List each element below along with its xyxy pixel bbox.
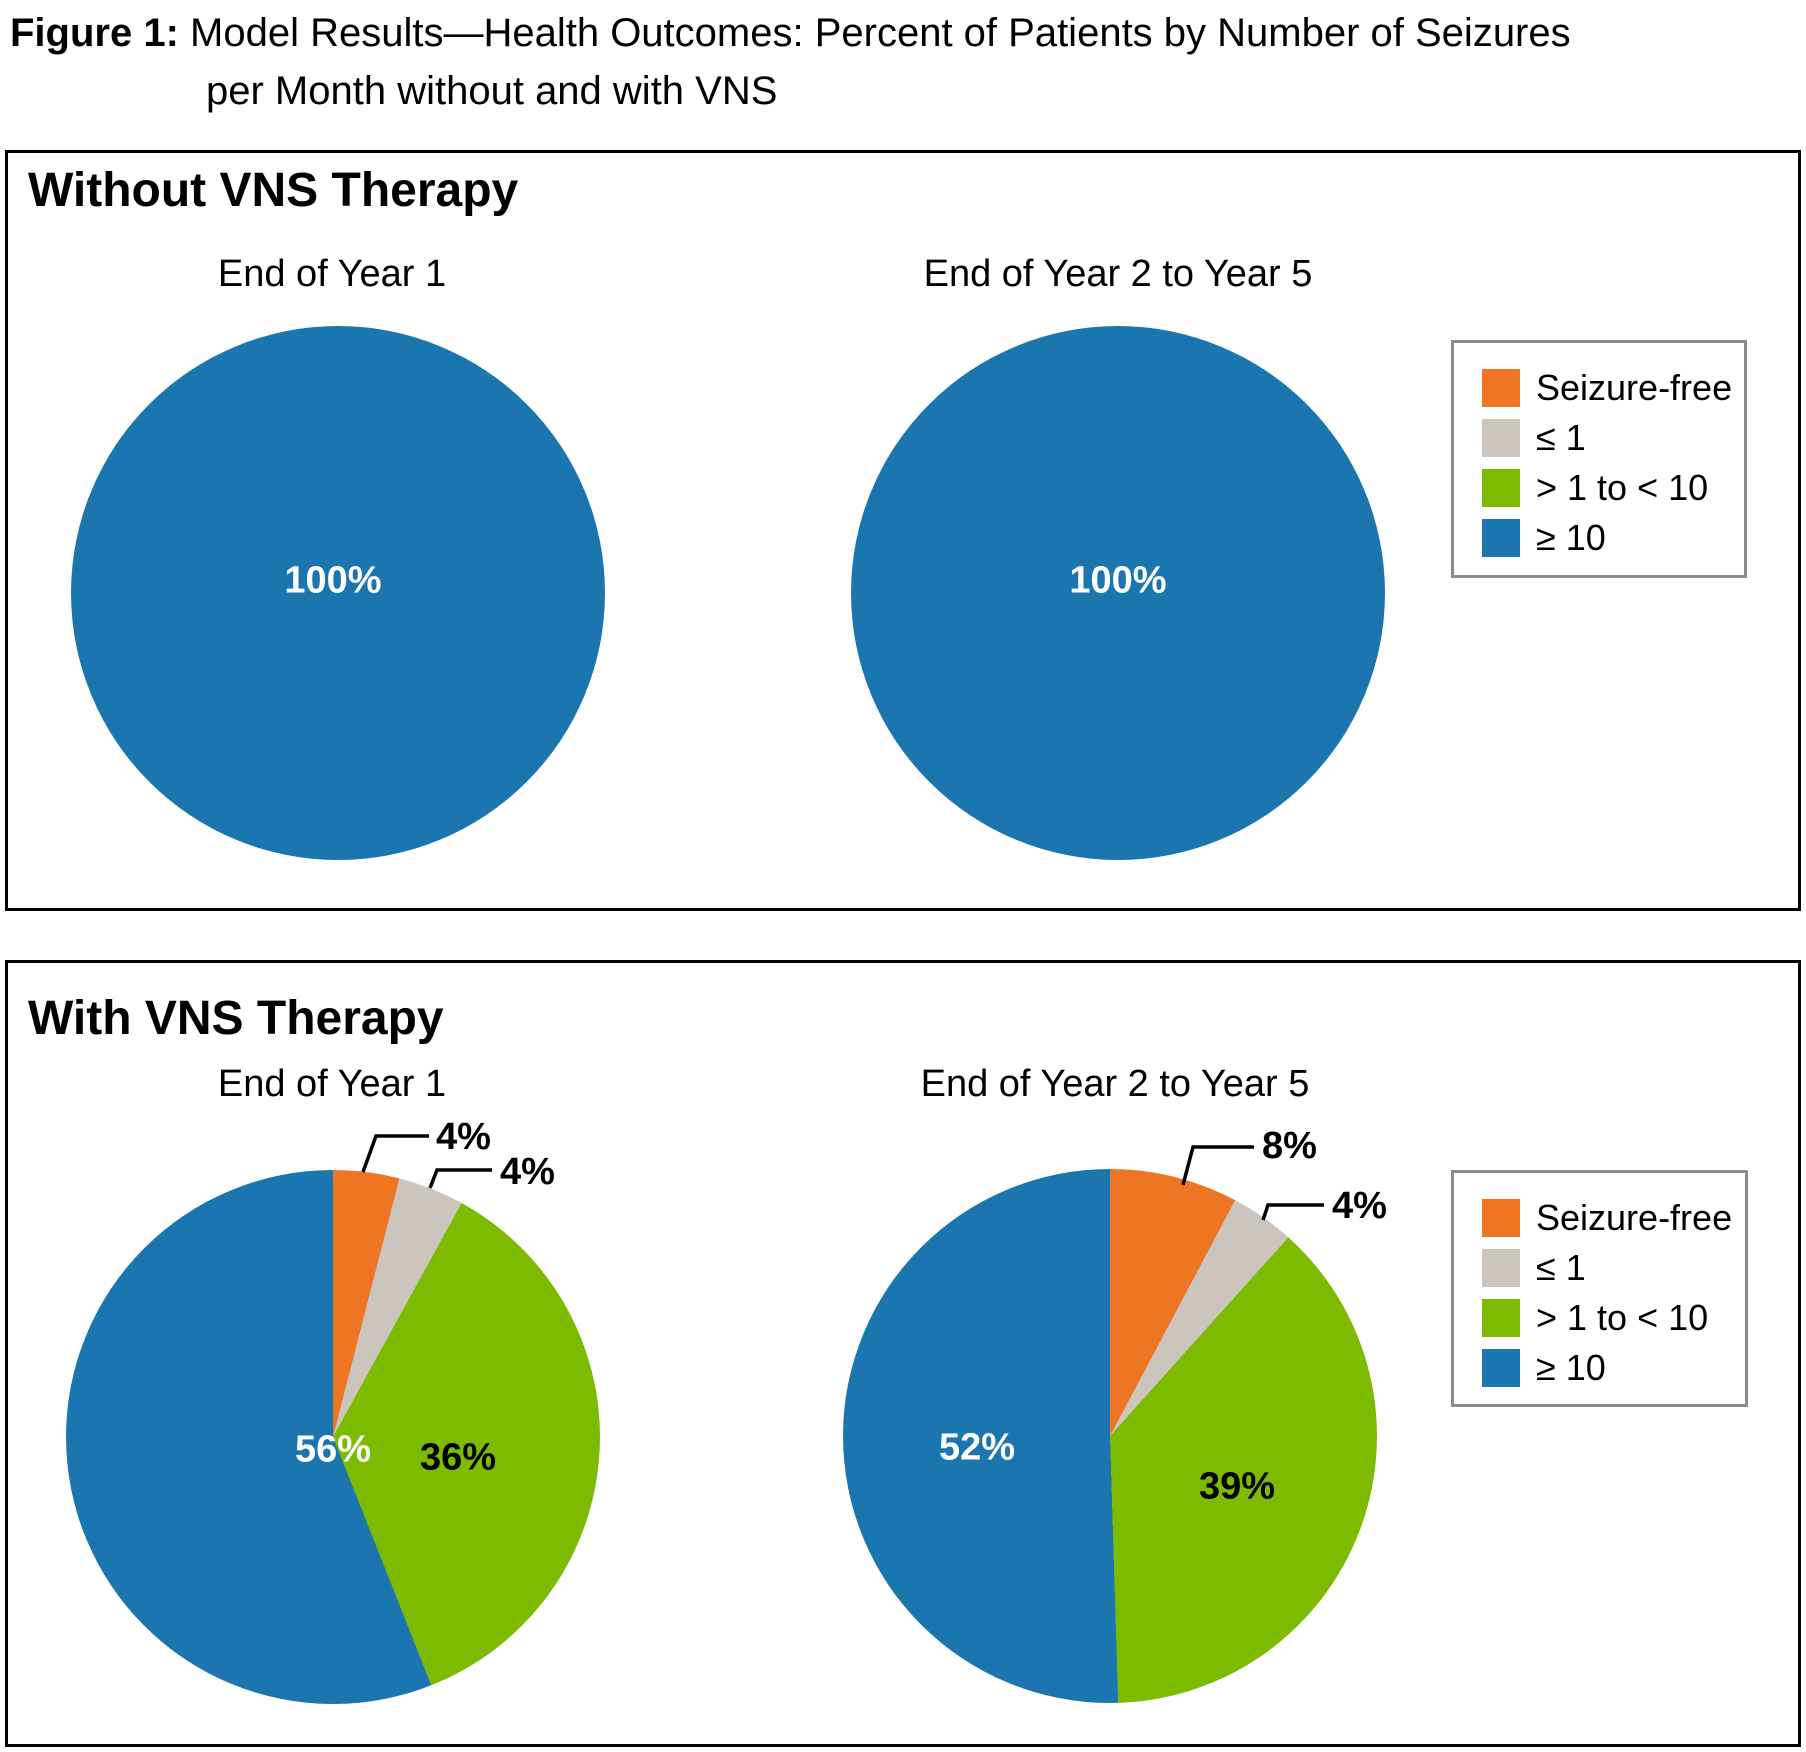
legend-label-seizure-free: Seizure-free [1536, 1197, 1733, 1238]
pie-title-year1: End of Year 1 [217, 1063, 447, 1105]
legend-item: > 1 to < 10 [1482, 463, 1744, 513]
legend-label-gt1-lt10: > 1 to < 10 [1536, 1297, 1709, 1338]
legend-swatch-ge10 [1482, 519, 1520, 557]
legend-swatch-ge10 [1482, 1349, 1520, 1387]
figure-title: Figure 1: Model Results—Health Outcomes:… [10, 4, 1571, 120]
figure-title-line2: per Month without and with VNS [206, 69, 778, 113]
legend-item: Seizure-free [1482, 363, 1744, 413]
pie-title-year2to5: End of Year 2 to Year 5 [923, 253, 1313, 295]
legend-swatch-seizure-free [1482, 1199, 1520, 1237]
pie-without-vns-year1 [71, 326, 605, 860]
legend-label-gt1-lt10: > 1 to < 10 [1536, 467, 1709, 508]
pie-slice-label-seizure-free: 4% [436, 1116, 491, 1158]
pie-slice-label-gt1-lt10: 36% [419, 1436, 497, 1479]
pie-title-year2to5: End of Year 2 to Year 5 [920, 1063, 1310, 1105]
legend-swatch-seizure-free [1482, 369, 1520, 407]
legend-item: ≤ 1 [1482, 413, 1744, 463]
figure-title-text: Model Results—Health Outcomes: Percent o… [178, 11, 1571, 55]
legend-label-le1: ≤ 1 [1536, 417, 1586, 458]
pie-with-vns-year2to5 [843, 1169, 1377, 1703]
figure-title-line1: Figure 1: Model Results—Health Outcomes:… [10, 4, 1571, 62]
pie-slice-label-ge10: 56% [294, 1428, 372, 1471]
pie-title-year1: End of Year 1 [217, 253, 447, 295]
legend-label-seizure-free: Seizure-free [1536, 367, 1733, 408]
legend-with-vns: Seizure-free ≤ 1 > 1 to < 10 ≥ 10 [1451, 1170, 1748, 1407]
pie-slice-label-seizure-free: 8% [1262, 1125, 1317, 1167]
legend-label-ge10: ≥ 10 [1536, 1347, 1606, 1388]
pie-slice-label-le1: 4% [500, 1151, 555, 1193]
pie-slice-label-ge10: 100% [284, 559, 382, 602]
panel-without-vns-title: Without VNS Therapy [28, 164, 519, 217]
pie-slice-label-le1: 4% [1332, 1185, 1387, 1227]
pie-slice-label-gt1-lt10: 39% [1198, 1465, 1276, 1508]
figure-number-label: Figure 1: [10, 11, 179, 55]
legend-label-ge10: ≥ 10 [1536, 517, 1606, 558]
legend-item: ≥ 10 [1482, 513, 1744, 563]
pie-slice-label-ge10: 52% [938, 1426, 1016, 1469]
pie-with-vns-year1 [66, 1170, 600, 1704]
panel-with-vns-title: With VNS Therapy [28, 992, 444, 1045]
legend-item: Seizure-free [1482, 1193, 1745, 1243]
legend-swatch-gt1-lt10 [1482, 1299, 1520, 1337]
panel-without-vns: Without VNS Therapy End of Year 1 End of… [5, 150, 1801, 911]
legend-item: ≥ 10 [1482, 1343, 1745, 1393]
pie-slice-label-ge10: 100% [1069, 559, 1167, 602]
legend-swatch-le1 [1482, 419, 1520, 457]
legend-swatch-le1 [1482, 1249, 1520, 1287]
panel-with-vns: With VNS Therapy End of Year 1 End of Ye… [5, 960, 1801, 1747]
pie-without-vns-year2to5 [851, 326, 1385, 860]
legend-without-vns: Seizure-free ≤ 1 > 1 to < 10 ≥ 10 [1451, 340, 1747, 578]
legend-label-le1: ≤ 1 [1536, 1247, 1586, 1288]
legend-swatch-gt1-lt10 [1482, 469, 1520, 507]
legend-item: ≤ 1 [1482, 1243, 1745, 1293]
legend-item: > 1 to < 10 [1482, 1293, 1745, 1343]
